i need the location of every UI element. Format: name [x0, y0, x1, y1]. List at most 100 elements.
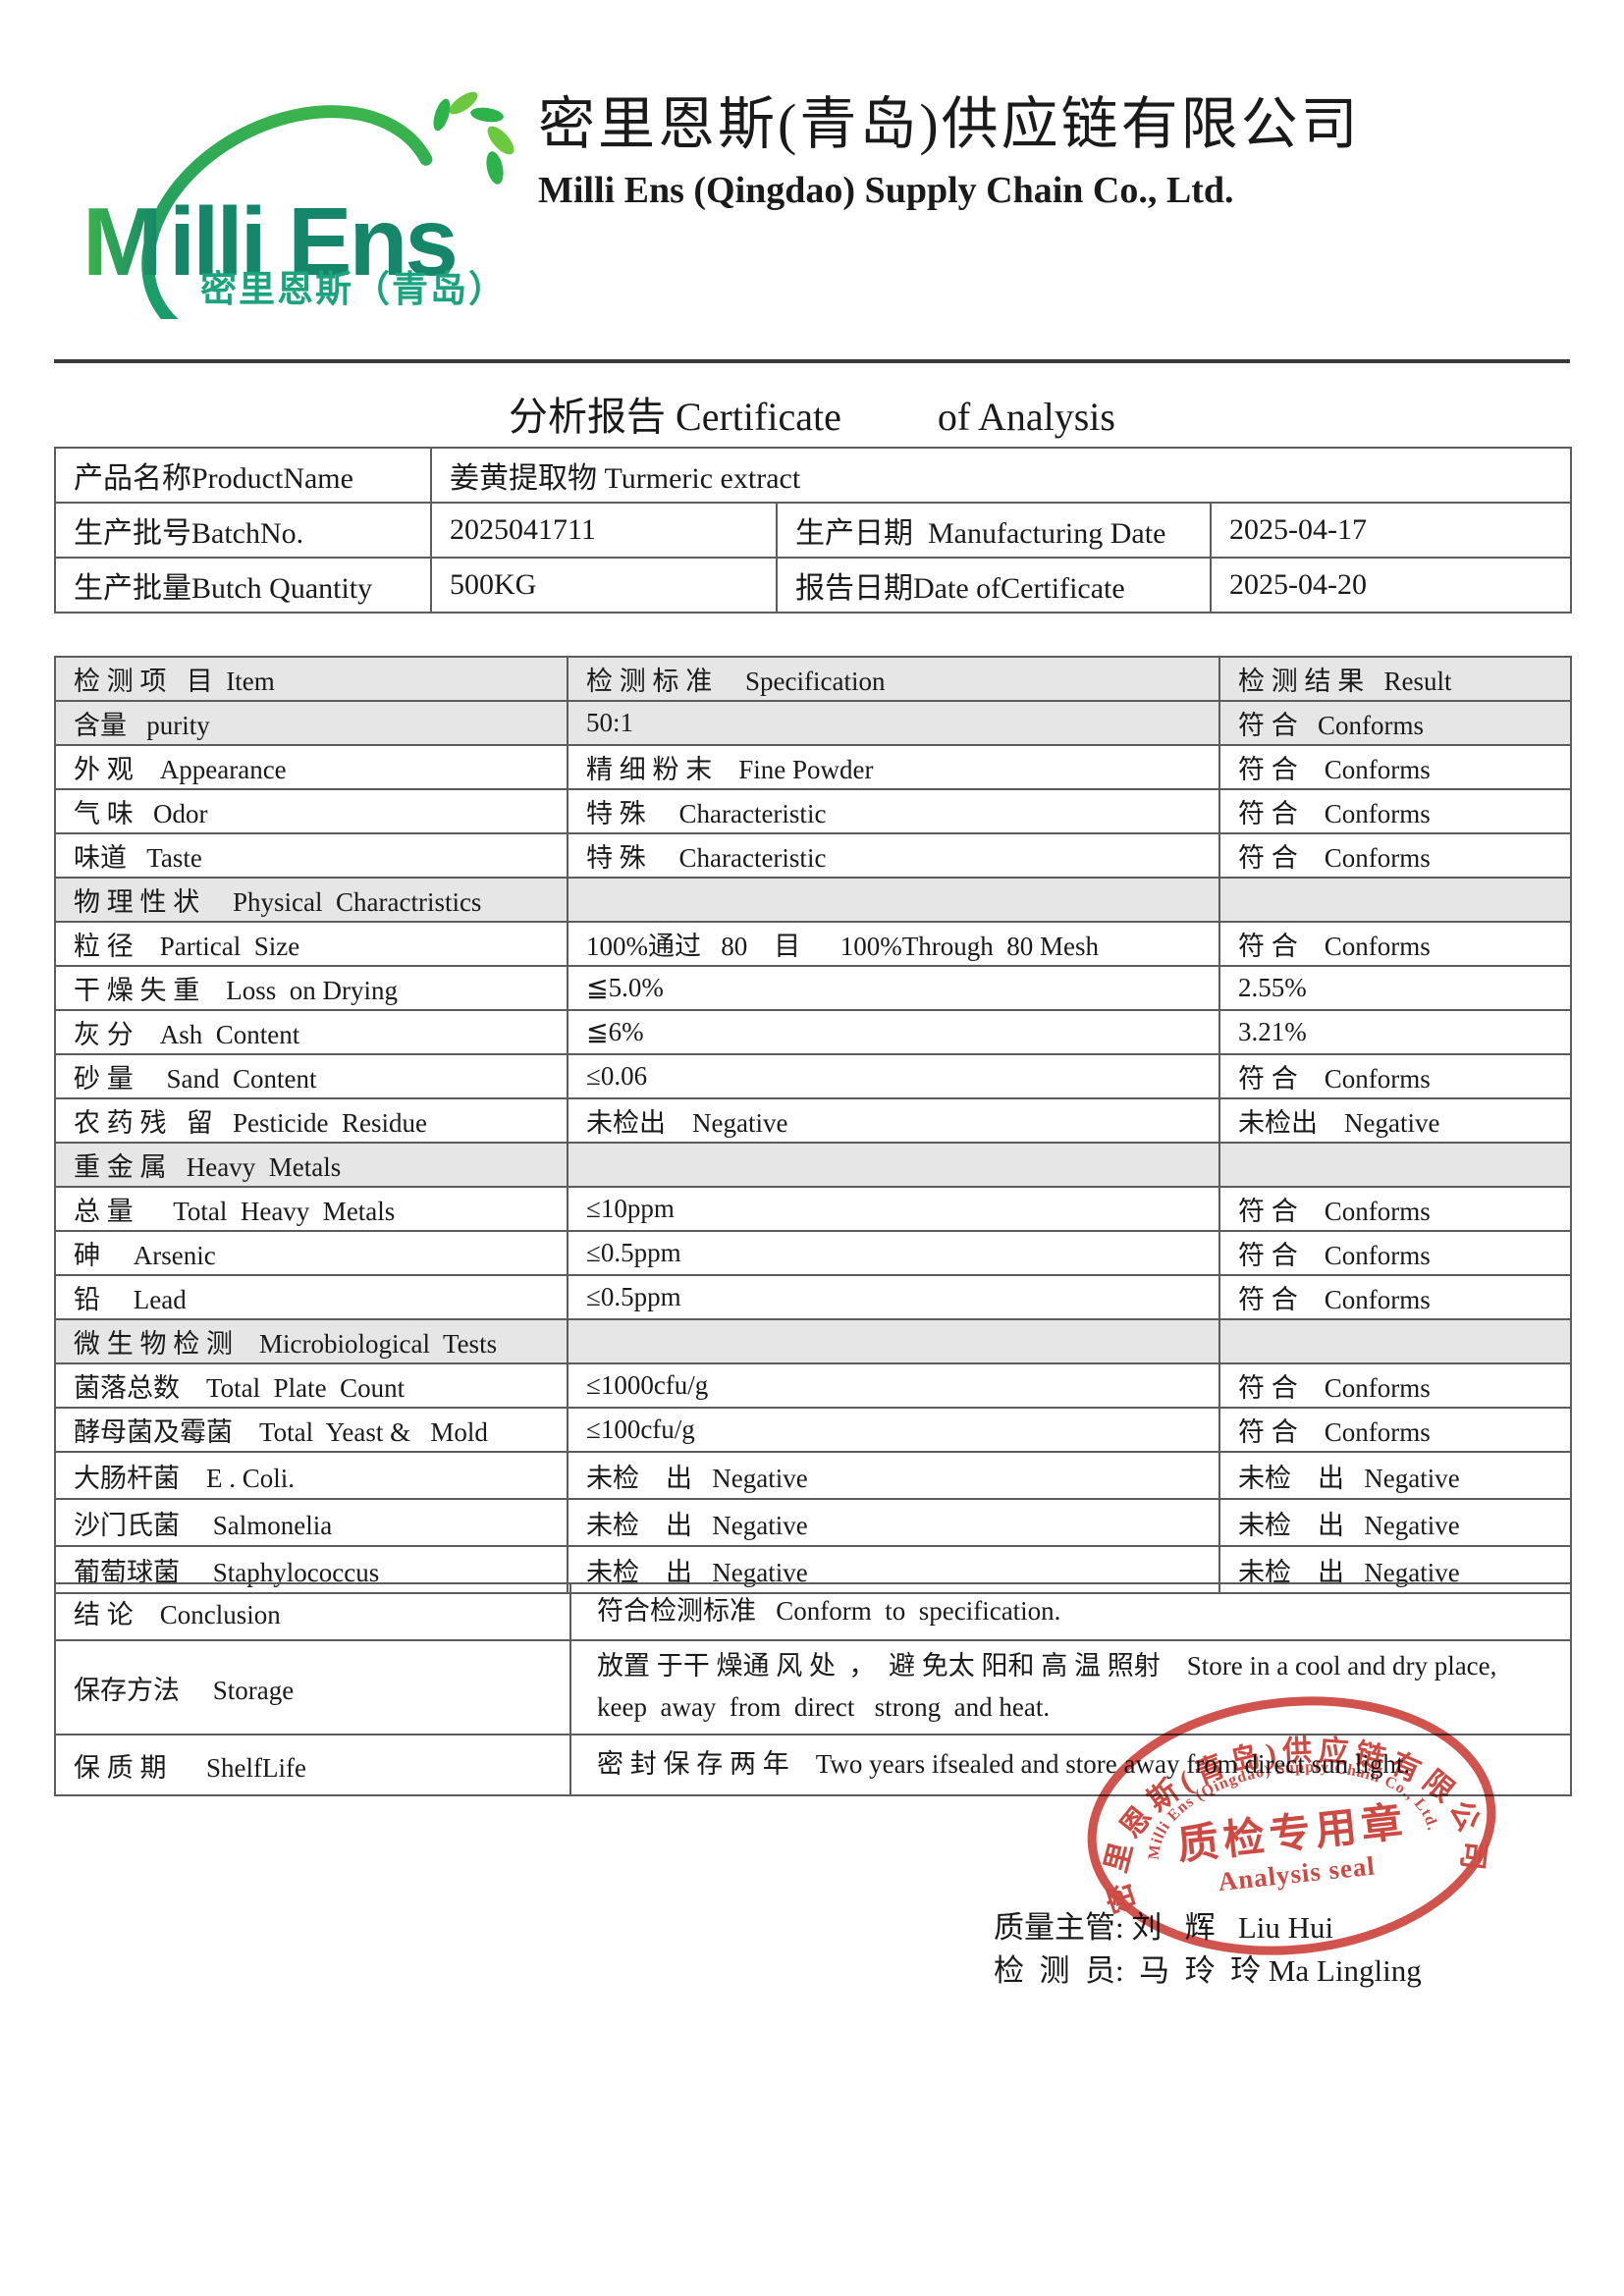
test-row: 外 观 Appearance 精 细 粉 末 Fine Powder 符 合 Con… — [54, 744, 1572, 790]
cell-spec: 未检 出 Negative — [567, 1498, 1220, 1547]
info-row-product: 产品名称ProductName 姜黄提取物 Turmeric extract — [54, 447, 1573, 504]
report-date-value: 2025-04-20 — [1209, 557, 1573, 614]
cell-item: 沙门氏菌 Salmonelia — [54, 1498, 568, 1547]
cell-item: 粒 径 Partical Size — [54, 921, 568, 967]
cell-item: 大肠杆菌 E . Coli. — [54, 1451, 568, 1500]
cell-item: 砂 量 Sand Content — [54, 1053, 568, 1099]
cell-spec: ≤0.5ppm — [567, 1230, 1220, 1276]
cell-item: 含量 purity — [54, 700, 568, 746]
cell-result: 未检 出 Negative — [1218, 1498, 1572, 1547]
report-date-label: 报告日期Date ofCertificate — [776, 557, 1212, 614]
conclusion-table: 结 论 Conclusion 符合检测标准 Conform to specific… — [54, 1582, 1572, 1796]
logo-swoosh-icon — [141, 105, 442, 319]
cell-item: 农 药 残 留 Pesticide Residue — [54, 1097, 568, 1144]
cell-result: 符 合 Conforms — [1218, 1186, 1572, 1232]
company-header: 密里恩斯(青岛)供应链有限公司 Milli Ens (Qingdao) Supp… — [538, 90, 1540, 212]
test-section-row: 微 生 物 检 测 Microbiological Tests — [54, 1318, 1572, 1364]
test-row: 含量 purity 50:1 符 合 Conforms — [54, 700, 1572, 746]
conclusion-value: 密 封 保 存 两 年 Two years ifsealed and store… — [569, 1734, 1572, 1796]
cell-item: 总 量 Total Heavy Metals — [54, 1186, 568, 1232]
cell-spec — [567, 1318, 1220, 1364]
cell-spec: ≦6% — [567, 1009, 1220, 1055]
cell-result: 未检出 Negative — [1218, 1097, 1572, 1144]
mfg-date-label: 生产日期 Manufacturing Date — [776, 502, 1212, 559]
test-section-row: 重 金 属 Heavy Metals — [54, 1142, 1572, 1188]
conclusion-value: 符合检测标准 Conform to specification. — [569, 1582, 1572, 1641]
conclusion-row: 保存方法 Storage 放置 于干 燥通 风 处 ， 避 免太 阳和 高 温 照… — [54, 1639, 1572, 1735]
product-info-table: 产品名称ProductName 姜黄提取物 Turmeric extract 生… — [54, 447, 1573, 614]
test-row: 农 药 残 留 Pesticide Residue 未检出 Negative 未检出… — [54, 1097, 1572, 1144]
cell-result — [1218, 1142, 1572, 1188]
title-en2: of Analysis — [937, 395, 1115, 439]
test-row: 干 燥 失 重 Loss on Drying ≦5.0% 2.55% — [54, 965, 1572, 1011]
cell-item: 物 理 性 状 Physical Charactristics — [54, 877, 568, 923]
cell-spec: 100%通过 80 目 100%Through 80 Mesh — [567, 921, 1220, 967]
cell-spec: ≤0.5ppm — [567, 1274, 1220, 1320]
cell-item: 灰 分 Ash Content — [54, 1009, 568, 1055]
cell-spec: ≤100cfu/g — [567, 1407, 1220, 1453]
cell-item: 味道 Taste — [54, 832, 568, 879]
cell-item: 砷 Arsenic — [54, 1230, 568, 1276]
batch-no-value: 2025041711 — [430, 502, 778, 559]
conclusion-row: 结 论 Conclusion 符合检测标准 Conform to specific… — [54, 1582, 1572, 1641]
cell-item: 铅 Lead — [54, 1274, 568, 1320]
header-divider — [54, 359, 1570, 363]
cell-result: 符 合 Conforms — [1218, 744, 1572, 790]
cell-result: 未检 出 Negative — [1218, 1451, 1572, 1500]
cell-spec: 未检 出 Negative — [567, 1451, 1220, 1500]
cell-item: 葡萄球菌 Staphylococcus — [54, 1545, 568, 1594]
conclusion-row: 保 质 期 ShelfLife 密 封 保 存 两 年 Two years ifs… — [54, 1734, 1572, 1796]
cell-spec: 未检出 Negative — [567, 1097, 1220, 1144]
cell-spec: ≦5.0% — [567, 965, 1220, 1011]
cell-result: 符 合 Conforms — [1218, 1362, 1572, 1409]
test-row: 砷 Arsenic ≤0.5ppm 符 合 Conforms — [54, 1230, 1572, 1276]
conclusion-label: 结 论 Conclusion — [54, 1582, 571, 1641]
mfg-date-value: 2025-04-17 — [1209, 502, 1573, 559]
info-row-quantity: 生产批量Butch Quantity 500KG 报告日期Date ofCert… — [54, 557, 1573, 614]
cell-item: 干 燥 失 重 Loss on Drying — [54, 965, 568, 1011]
header-result: 检 测 结 果 Result — [1218, 656, 1572, 702]
logo-wordmark: illi Ens — [169, 187, 456, 295]
cell-item: 微 生 物 检 测 Microbiological Tests — [54, 1318, 568, 1364]
cell-result: 符 合 Conforms — [1218, 788, 1572, 834]
test-row: 沙门氏菌 Salmonelia 未检 出 Negative 未检 出 Negativ… — [54, 1498, 1572, 1547]
company-name-en: Milli Ens (Qingdao) Supply Chain Co., Lt… — [538, 169, 1234, 211]
test-row: 酵母菌及霉菌 Total Yeast & Mold ≤100cfu/g 符 合 Co… — [54, 1407, 1572, 1453]
test-row: 味道 Taste 特 殊 Characteristic 符 合 Conforms — [54, 832, 1572, 879]
title-en1: Certificate — [676, 395, 841, 439]
test-header-row: 检 测 项 目 Item 检 测 标 准 Specification 检 测 结… — [54, 656, 1572, 702]
test-row: 气 味 Odor 特 殊 Characteristic 符 合 Conforms — [54, 788, 1572, 834]
inspector-signature: 检 测 员: 马 玲 玲 Ma Lingling — [994, 1953, 1422, 1988]
info-row-batch: 生产批号BatchNo. 2025041711 生产日期 Manufacturi… — [54, 502, 1573, 559]
cell-result: 2.55% — [1218, 965, 1572, 1011]
cell-result: 符 合 Conforms — [1218, 700, 1572, 746]
test-results-table: 检 测 项 目 Item 检 测 标 准 Specification 检 测 结… — [54, 656, 1572, 1594]
batch-no-label: 生产批号BatchNo. — [54, 502, 432, 559]
test-row: 灰 分 Ash Content ≦6% 3.21% — [54, 1009, 1572, 1055]
batch-quantity-label: 生产批量Butch Quantity — [54, 557, 432, 614]
test-row: 大肠杆菌 E . Coli. 未检 出 Negative 未检 出 Negative — [54, 1451, 1572, 1500]
company-logo: M illi Ens 密里恩斯（青岛） — [82, 91, 514, 319]
cell-item: 气 味 Odor — [54, 788, 568, 834]
title-cn: 分析报告 — [509, 395, 667, 439]
cell-result — [1218, 877, 1572, 923]
cell-spec — [567, 877, 1220, 923]
cell-spec: 特 殊 Characteristic — [567, 788, 1220, 834]
cell-item: 重 金 属 Heavy Metals — [54, 1142, 568, 1188]
signature-block: 质量主管: 刘 辉 Liu Hui 检 测 员: 马 玲 玲 Ma Lingli… — [994, 1906, 1422, 1993]
cell-item: 菌落总数 Total Plate Count — [54, 1362, 568, 1409]
product-name-value: 姜黄提取物 Turmeric extract — [429, 447, 1573, 504]
document-title: 分析报告 Certificate of Analysis — [0, 385, 1624, 442]
qc-manager-signature: 质量主管: 刘 辉 Liu Hui — [994, 1910, 1334, 1945]
cell-result: 符 合 Conforms — [1218, 1053, 1572, 1099]
cell-spec: 特 殊 Characteristic — [567, 832, 1220, 879]
cell-spec — [567, 1142, 1220, 1188]
test-row: 砂 量 Sand Content ≤0.06 符 合 Conforms — [54, 1053, 1572, 1099]
header-specification: 检 测 标 准 Specification — [567, 656, 1220, 702]
cell-spec: ≤1000cfu/g — [567, 1362, 1220, 1409]
logo-subtext: 密里恩斯（青岛） — [200, 269, 507, 309]
cell-result: 符 合 Conforms — [1218, 832, 1572, 879]
cell-spec: ≤10ppm — [567, 1186, 1220, 1232]
conclusion-label: 保 质 期 ShelfLife — [54, 1734, 571, 1796]
cell-spec: ≤0.06 — [567, 1053, 1220, 1099]
